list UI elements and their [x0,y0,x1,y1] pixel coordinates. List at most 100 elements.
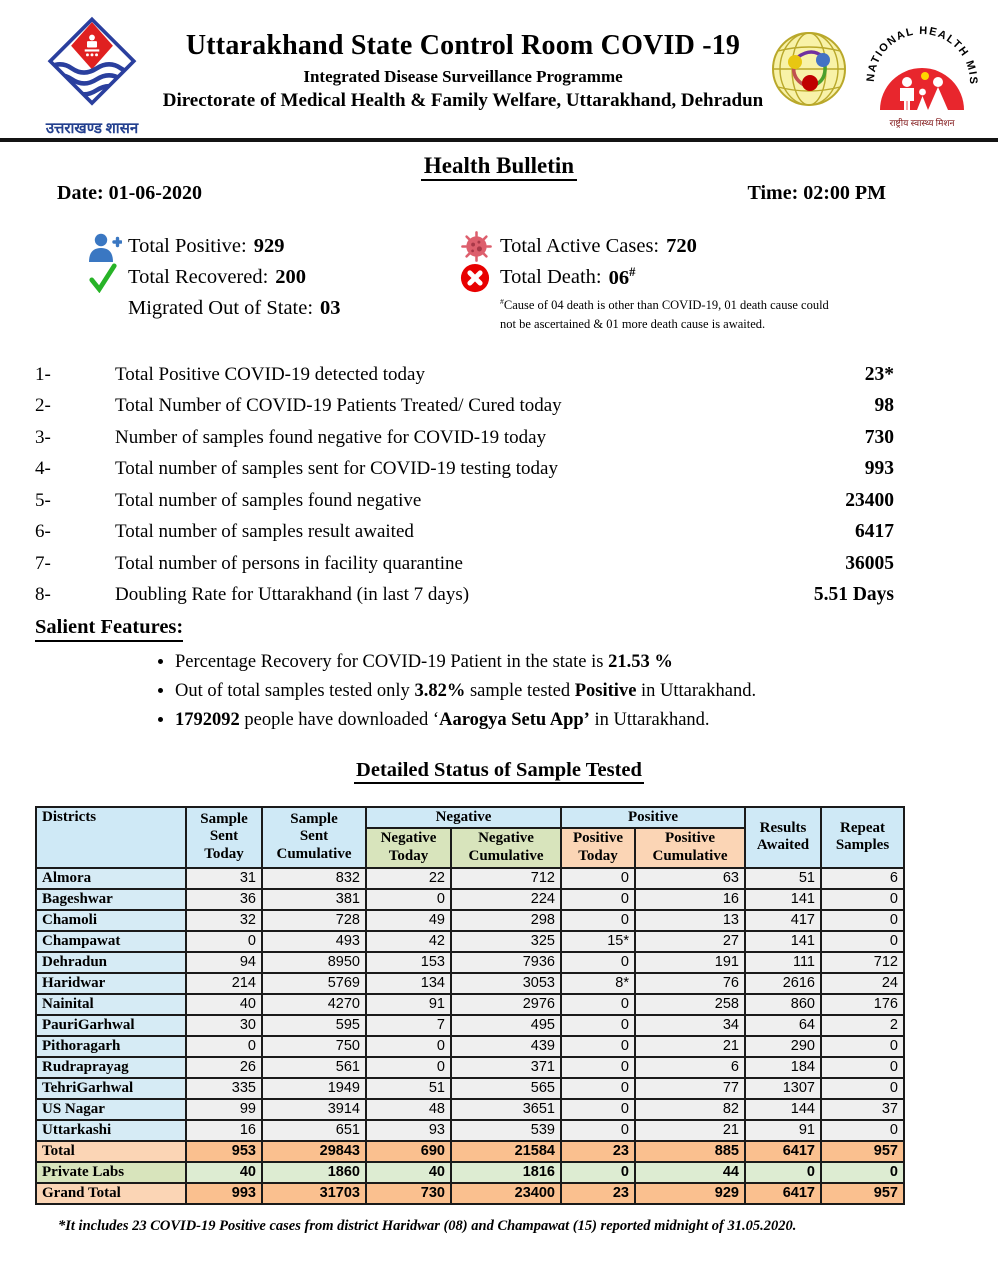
stat-row: 3- Number of samples found negative for C… [35,427,894,449]
header-directorate: Directorate of Medical Health & Family W… [162,90,764,111]
table-row: PauriGarhwal 30 595 7 495 0 34 64 2 [35,1013,905,1037]
value-cell: 290 [744,1034,822,1058]
value-cell: 595 [261,1013,367,1037]
summary-section: Total Positive: 929 Total Recovered: 200… [0,231,998,334]
value-cell: 0 [560,866,636,890]
total-recovered-row: Total Recovered: 200 [88,262,460,293]
value-cell: 21 [634,1118,746,1142]
value-cell: 21 [634,1034,746,1058]
value-cell: 0 [820,908,905,932]
nhm-logo: NATIONAL HEALTH MISSION राष्ट्रीय स्वास्… [856,7,988,137]
value-cell: 417 [744,908,822,932]
value-cell: 957 [820,1139,905,1163]
value-cell: 335 [185,1076,263,1100]
total-positive-row: Total Positive: 929 [88,231,460,262]
value-cell: 0 [185,1034,263,1058]
value-cell: 1949 [261,1076,367,1100]
table-footnote: *It includes 23 COVID-19 Positive cases … [58,1217,797,1234]
value-cell: 0 [560,908,636,932]
value-cell: 1816 [450,1160,562,1184]
value-cell: 832 [261,866,367,890]
value-cell: 8950 [261,950,367,974]
value-cell: 141 [744,887,822,911]
stat-row: 7- Total number of persons in facility qu… [35,553,894,575]
value-cell: 8* [560,971,636,995]
stat-num: 8- [35,584,51,606]
value-cell: 64 [744,1013,822,1037]
value-cell: 91 [365,992,452,1016]
value-cell: 51 [365,1076,452,1100]
total-recovered-label: Total Recovered: [128,266,269,288]
value-cell: 730 [365,1181,452,1205]
summary-right: Total Active Cases: 720 Total Death: 06#… [460,231,860,334]
nhm-logo-icon: NATIONAL HEALTH MISSION राष्ट्रीय स्वास्… [856,7,978,128]
stat-num: 4- [35,458,51,480]
value-cell: 22 [365,866,452,890]
value-cell: 63 [634,866,746,890]
value-cell: 184 [744,1055,822,1079]
stat-num: 1- [35,363,51,385]
value-cell: 6417 [744,1139,822,1163]
stat-row: 6- Total number of samples result awaited… [35,521,894,543]
check-icon [88,262,128,293]
emblem-caption: उत्तराखण्ड शासन [45,121,139,137]
uttarakhand-emblem: उत्तराखण्ड शासन [28,14,156,138]
table-row: Almora 31 832 22 712 0 63 51 6 [35,866,905,890]
value-cell: 29843 [261,1139,367,1163]
value-cell: 0 [560,1118,636,1142]
stat-label: Total number of samples sent for COVID-1… [115,458,558,480]
district-cell: Champawat [35,929,187,953]
stat-row: 4- Total number of samples sent for COVID… [35,458,894,480]
total-row: Private Labs 40 1860 40 1816 0 44 0 0 [35,1160,905,1184]
death-hash-sup: # [629,265,636,280]
header-titles: Uttarakhand State Control Room COVID -19… [156,14,770,112]
district-cell: Rudraprayag [35,1055,187,1079]
value-cell: 539 [450,1118,562,1142]
table-row: Champawat 0 493 42 325 15* 27 141 0 [35,929,905,953]
value-cell: 224 [450,887,562,911]
table-row: Chamoli 32 728 49 298 0 13 417 0 [35,908,905,932]
value-cell: 0 [560,992,636,1016]
cross-circle-icon [460,263,500,293]
value-cell: 40 [185,992,263,1016]
value-cell: 860 [744,992,822,1016]
header-subtitle: Integrated Disease Surveillance Programm… [303,67,623,86]
value-cell: 565 [450,1076,562,1100]
value-cell: 6417 [744,1181,822,1205]
table-row: Rudraprayag 26 561 0 371 0 6 184 0 [35,1055,905,1079]
value-cell: 0 [560,1097,636,1121]
value-cell: 31 [185,866,263,890]
summary-left: Total Positive: 929 Total Recovered: 200… [88,231,460,334]
total-positive-label: Total Positive: [128,235,247,257]
value-cell: 176 [820,992,905,1016]
value-cell: 6 [634,1055,746,1079]
stat-label: Total number of samples result awaited [115,521,414,543]
value-cell: 561 [261,1055,367,1079]
bulletin-time: Time: 02:00 PM [747,182,887,204]
value-cell: 0 [365,1034,452,1058]
col-header-positive-cumulative: Positive Cumulative [634,827,746,869]
value-cell: 0 [560,1160,636,1184]
value-cell: 712 [450,866,562,890]
value-cell: 0 [820,1160,905,1184]
value-cell: 5769 [261,971,367,995]
total-recovered-value: 200 [275,266,307,288]
value-cell: 0 [560,1013,636,1037]
value-cell: 16 [185,1118,263,1142]
value-cell: 77 [634,1076,746,1100]
value-cell: 0 [820,1055,905,1079]
value-cell: 0 [365,1055,452,1079]
value-cell: 2616 [744,971,822,995]
salient-bullet: Out of total samples tested only 3.82% s… [175,681,998,702]
stat-row: 2- Total Number of COVID-19 Patients Trea… [35,395,894,417]
person-plus-icon [88,232,128,262]
value-cell: 953 [185,1139,263,1163]
table-row: Bageshwar 36 381 0 224 0 16 141 0 [35,887,905,911]
migrated-row: Migrated Out of State: 03 [88,293,460,324]
value-cell: 1860 [261,1160,367,1184]
value-cell: 31703 [261,1181,367,1205]
value-cell: 23 [560,1181,636,1205]
value-cell: 27 [634,929,746,953]
value-cell: 7 [365,1013,452,1037]
value-cell: 0 [820,929,905,953]
